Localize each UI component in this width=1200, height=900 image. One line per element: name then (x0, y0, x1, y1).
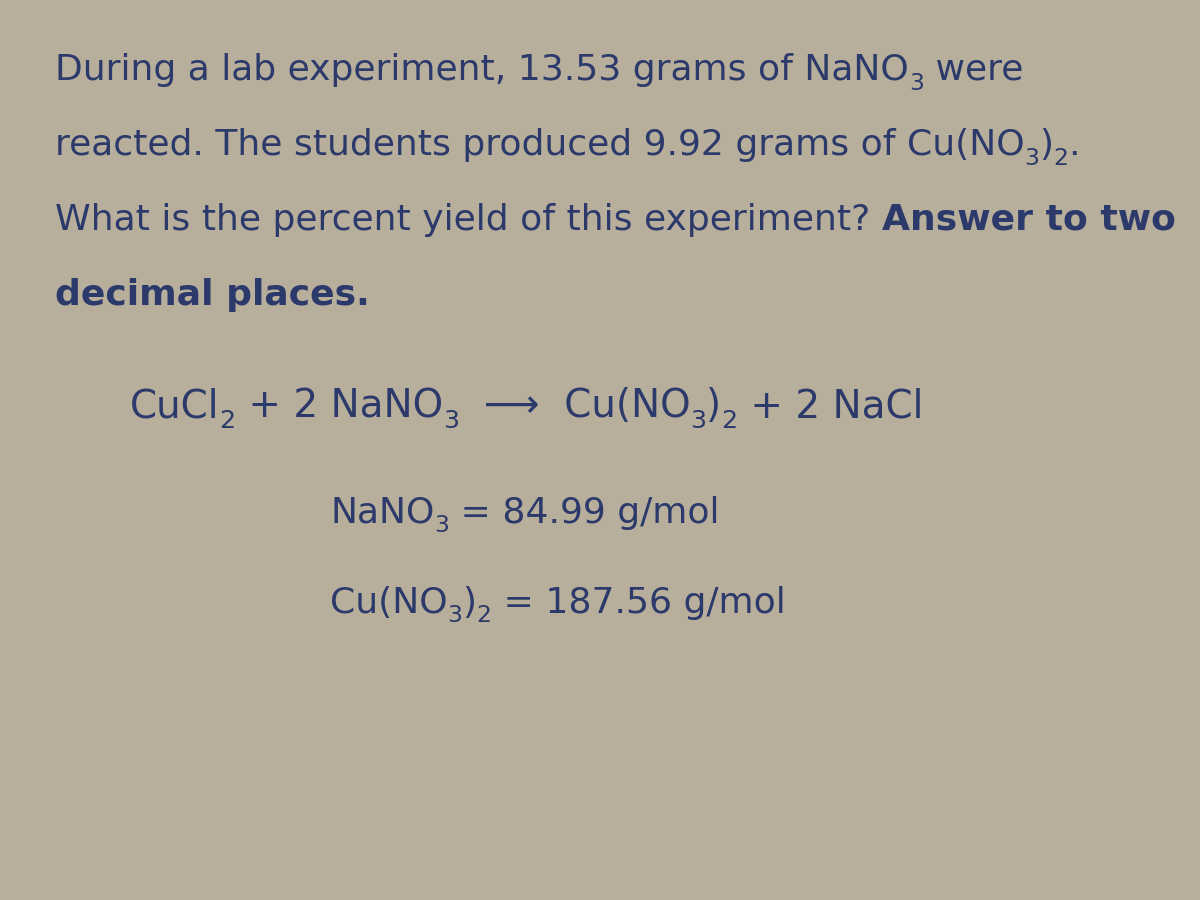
Text: + 2 NaNO: + 2 NaNO (235, 388, 443, 426)
Text: were: were (924, 53, 1022, 87)
Text: + 2 NaCl: + 2 NaCl (738, 388, 923, 426)
Text: 3: 3 (1025, 147, 1039, 170)
Text: 3: 3 (443, 409, 458, 433)
Text: 2: 2 (476, 605, 492, 627)
Text: Answer to two: Answer to two (882, 203, 1176, 237)
Text: = 187.56 g/mol: = 187.56 g/mol (492, 586, 785, 619)
Text: What is the percent yield of this experiment?: What is the percent yield of this experi… (55, 203, 882, 237)
Text: = 84.99 g/mol: = 84.99 g/mol (449, 496, 720, 529)
Text: ): ) (1039, 128, 1054, 162)
Text: During a lab experiment, 13.53 grams of NaNO: During a lab experiment, 13.53 grams of … (55, 53, 908, 87)
Text: decimal places.: decimal places. (55, 278, 370, 312)
Text: .: . (1068, 128, 1080, 162)
Text: Cu(NO: Cu(NO (330, 586, 448, 619)
Text: 3: 3 (448, 605, 462, 627)
Text: ): ) (707, 388, 721, 426)
Text: NaNO: NaNO (330, 496, 434, 529)
Text: 3: 3 (690, 409, 707, 433)
Text: 2: 2 (721, 409, 738, 433)
Text: 2: 2 (1054, 147, 1068, 170)
Text: ⟶  Cu(NO: ⟶ Cu(NO (458, 388, 690, 426)
Text: CuCl: CuCl (130, 388, 220, 426)
Text: ): ) (462, 586, 476, 619)
Text: 3: 3 (434, 515, 449, 537)
Text: reacted. The students produced 9.92 grams of Cu(NO: reacted. The students produced 9.92 gram… (55, 128, 1025, 162)
Text: 2: 2 (220, 409, 235, 433)
Text: 3: 3 (908, 72, 924, 95)
